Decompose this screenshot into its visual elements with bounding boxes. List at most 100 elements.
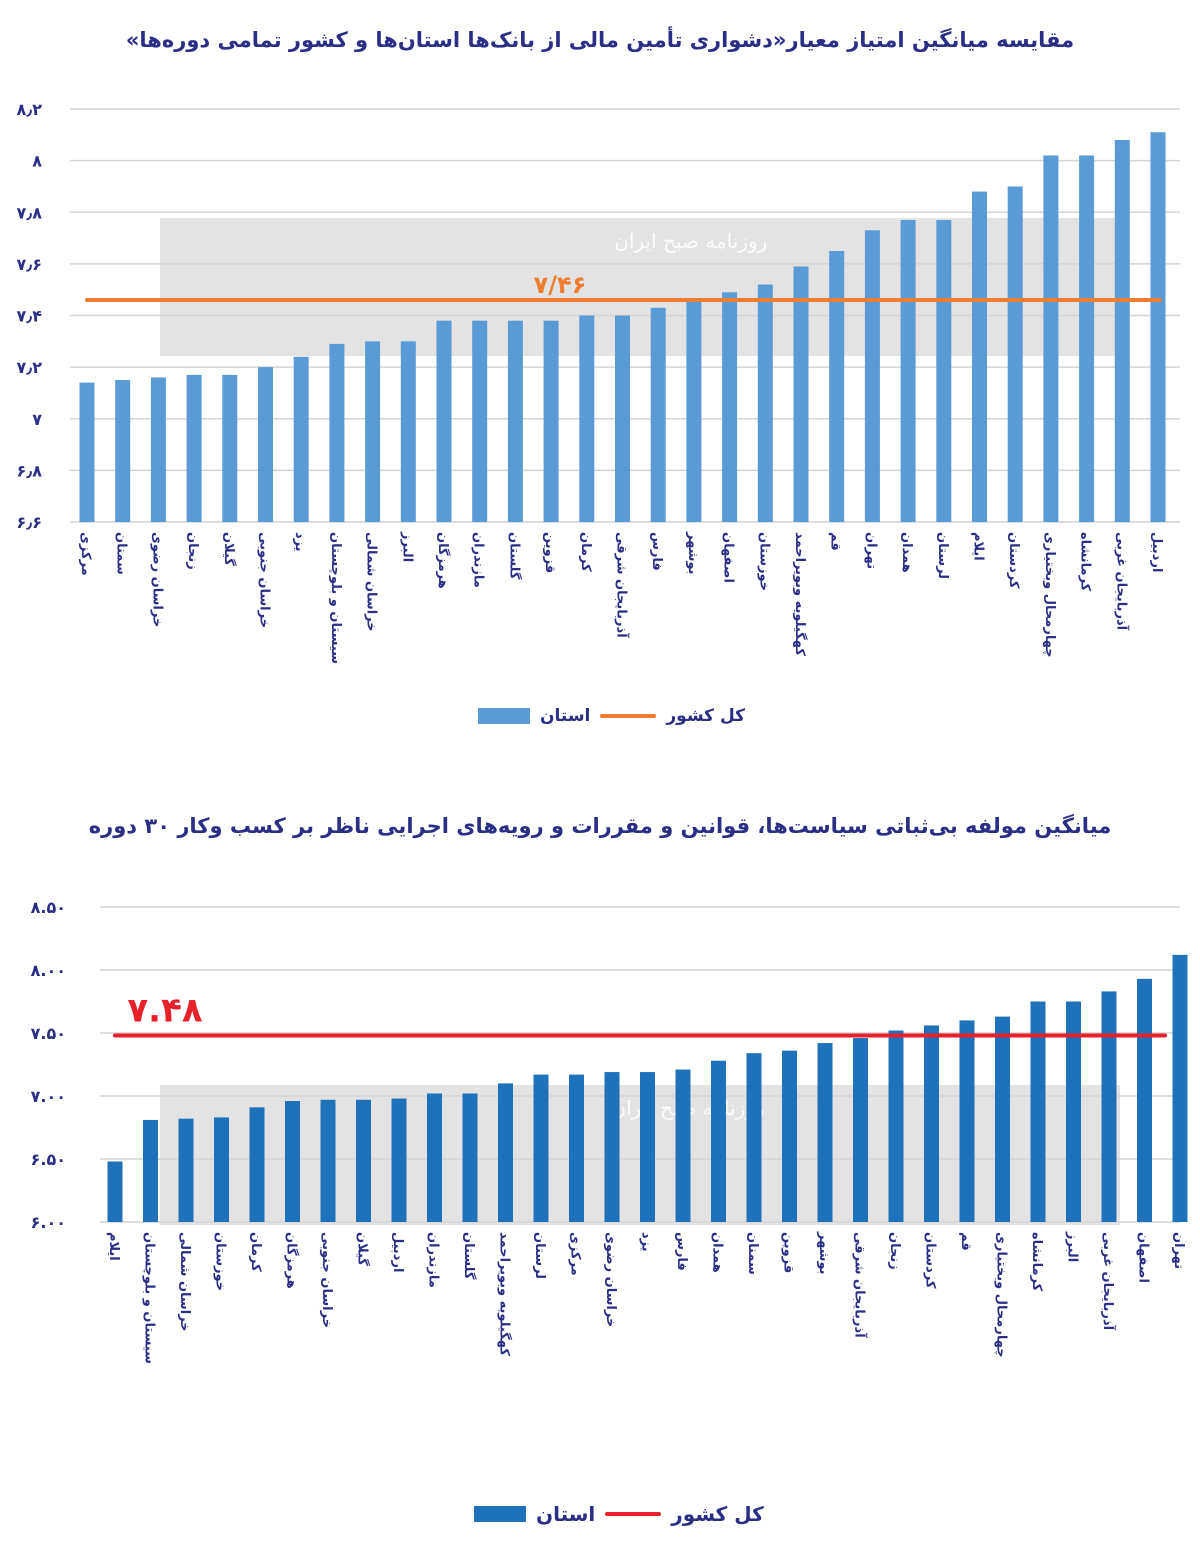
x-tick-label: کهگیلویه وبویراحمد — [497, 1232, 513, 1356]
x-tick-label: اردبیل — [390, 1232, 405, 1272]
x-tick-label: مازندران — [426, 1232, 441, 1288]
bar-30 — [1137, 978, 1152, 1222]
x-tick-label: فارس — [649, 532, 664, 571]
bar-17 — [650, 307, 666, 522]
y-tick-label: ۸٫۲ — [16, 100, 42, 119]
x-tick-label: خراسان شمالی — [177, 1232, 192, 1332]
x-tick-label: خوزستان — [756, 532, 771, 591]
bar-12 — [498, 1083, 513, 1222]
chart2-legend: کل کشور استان — [474, 1502, 764, 1526]
y-tick-label: ۶٫۸ — [16, 461, 42, 480]
bar-22 — [853, 1038, 868, 1222]
x-tick-label: قزوین — [542, 532, 557, 573]
y-tick-label: ۷٫۲ — [16, 358, 42, 377]
bar-17 — [675, 1069, 691, 1222]
bar-16 — [640, 1072, 655, 1222]
y-tick-label: ۸.۰۰ — [31, 961, 66, 980]
x-tick-label: خراسان جنوبی — [257, 532, 272, 628]
x-tick-label: همدان — [710, 1232, 725, 1273]
y-tick-label: ۶٫۶ — [16, 513, 42, 532]
x-tick-label: یزد — [639, 1232, 654, 1252]
bar-15 — [604, 1072, 620, 1222]
bar-29 — [1101, 991, 1117, 1222]
x-tick-label: خراسان جنوبی — [319, 1232, 334, 1328]
legend-bar-swatch — [474, 1506, 526, 1522]
bar-6 — [258, 367, 273, 522]
chart1-title: مقایسه میانگین امتیاز معیار«دشواری تأمین… — [125, 28, 1075, 52]
x-tick-label: خوزستان — [213, 1232, 228, 1291]
bar-6 — [285, 1101, 300, 1222]
x-tick-label: بوشهر — [816, 1231, 831, 1275]
x-tick-label: قم — [958, 1232, 973, 1251]
bar-18 — [686, 300, 702, 522]
legend-bar-label: استان — [536, 1502, 596, 1526]
bar-30 — [1114, 139, 1130, 522]
x-tick-label: کرمانشاه — [1078, 532, 1093, 592]
bar-24 — [900, 219, 916, 522]
x-tick-label: مرکزی — [78, 532, 93, 576]
x-tick-label: گلستان — [461, 1232, 477, 1280]
bar-10 — [400, 341, 416, 522]
bar-3 — [178, 1118, 194, 1222]
x-tick-label: مازندران — [471, 532, 486, 588]
watermark-text: روزنامه صبح ایران — [614, 229, 767, 253]
x-tick-label: البرز — [399, 531, 414, 562]
bar-18 — [711, 1060, 726, 1222]
bar-7 — [320, 1099, 336, 1222]
x-tick-label: گیلان — [221, 532, 237, 566]
bar-25 — [959, 1020, 975, 1222]
x-tick-label: قم — [828, 532, 843, 551]
bar-2 — [143, 1119, 158, 1222]
x-tick-label: هرمزگان — [284, 1232, 300, 1289]
x-tick-label: زنجان — [185, 532, 200, 570]
x-tick-label: سیستان و بلوچستان — [328, 532, 343, 664]
x-tick-label: ایلام — [971, 532, 986, 561]
bar-2 — [115, 380, 131, 522]
x-tick-label: زنجان — [887, 1232, 902, 1270]
x-tick-label: سمنان — [745, 1232, 760, 1275]
x-tick-label: آذربایجان شرقی — [614, 532, 631, 638]
legend-line-label: کل کشور — [671, 1502, 764, 1526]
x-tick-label: لرستان — [532, 1232, 547, 1279]
bar-10 — [427, 1093, 442, 1222]
y-tick-label: ۸.۵۰ — [31, 898, 66, 917]
x-tick-label: بوشهر — [685, 531, 700, 575]
bar-19 — [746, 1053, 762, 1222]
x-tick-label: گلستان — [506, 532, 522, 580]
chart1-legend: کل کشور استان — [478, 706, 745, 726]
x-tick-label: مرکزی — [568, 1232, 583, 1276]
x-tick-label: کرمانشاه — [1029, 1232, 1044, 1292]
bar-24 — [924, 1025, 939, 1222]
x-tick-label: فارس — [674, 1232, 689, 1271]
bar-1 — [107, 1161, 123, 1222]
x-tick-label: اصفهان — [1136, 1232, 1151, 1283]
bar-8 — [356, 1099, 371, 1222]
x-tick-label: گیلان — [355, 1232, 371, 1266]
y-tick-label: ۷٫۸ — [16, 203, 42, 222]
x-tick-label: آذربایجان شرقی — [852, 1232, 869, 1338]
y-tick-label: ۶.۰۰ — [31, 1213, 66, 1232]
x-tick-label: قزوین — [781, 1232, 796, 1273]
bar-1 — [79, 382, 95, 522]
legend-line-swatch — [600, 714, 657, 718]
x-tick-label: کرمان — [248, 1232, 263, 1272]
x-tick-label: کهگیلویه وبویراحمد — [792, 532, 808, 656]
x-tick-label: یزد — [292, 532, 307, 552]
x-tick-label: تهران — [863, 532, 878, 569]
bar-13 — [533, 1074, 549, 1222]
x-tick-label: آذربایجان غربی — [1113, 532, 1130, 631]
x-tick-label: چهارمحال وبختیاری — [994, 1232, 1009, 1358]
x-tick-label: ایلام — [106, 1232, 121, 1261]
reference-line-label: ۷.۴۸ — [127, 991, 202, 1031]
bar-5 — [249, 1107, 265, 1222]
y-tick-label: ۷ — [32, 410, 42, 429]
bar-8 — [329, 343, 345, 522]
x-tick-label: سمنان — [114, 532, 129, 575]
x-tick-label: هرمزگان — [435, 532, 451, 589]
bar-13 — [507, 320, 523, 522]
bar-20 — [757, 284, 773, 522]
x-tick-label: اردبیل — [1149, 532, 1164, 572]
x-tick-label: کردستان — [1006, 532, 1021, 589]
legend-line-label: کل کشور — [666, 706, 745, 726]
